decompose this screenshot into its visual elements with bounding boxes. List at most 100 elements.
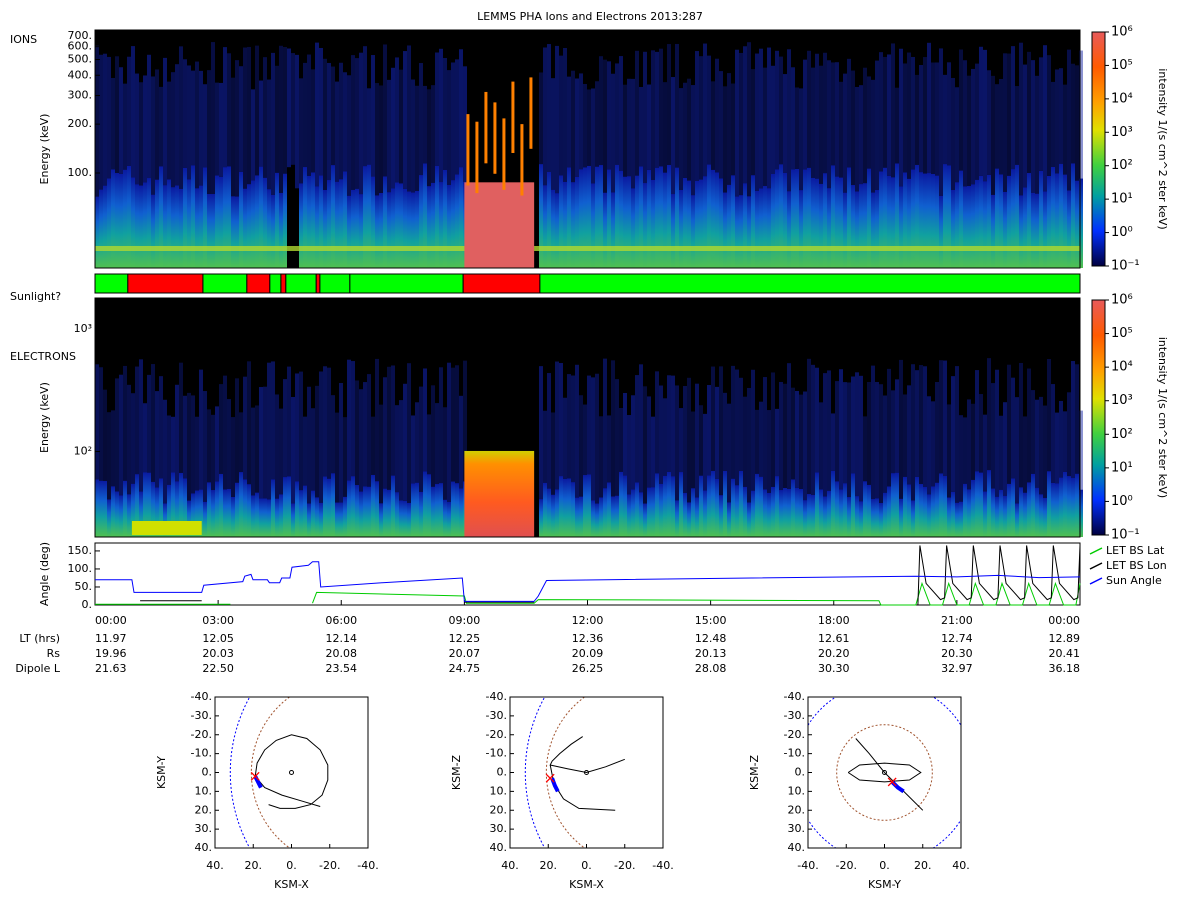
spectrogram-band <box>603 192 607 268</box>
spectrogram-speckle <box>451 367 455 482</box>
legend-swatch <box>1089 547 1103 555</box>
spectrogram-speckle <box>579 395 583 497</box>
spectrogram-speckle <box>263 386 267 499</box>
spectrogram-band <box>339 502 343 537</box>
spectrogram-band <box>659 483 663 537</box>
spectrogram-band <box>391 475 395 537</box>
spectrogram-band <box>363 486 367 537</box>
spectrogram-band <box>299 183 303 268</box>
spectrogram-band <box>911 169 915 268</box>
spectrogram-speckle <box>203 84 207 168</box>
spectrogram-speckle <box>1007 364 1011 484</box>
spectrogram-band <box>1019 195 1023 268</box>
spectrogram-band <box>887 486 891 537</box>
spectrogram-band <box>191 493 195 537</box>
spectrogram-band <box>751 490 755 537</box>
spectrogram-speckle <box>203 391 207 502</box>
spectrogram-band <box>243 479 247 537</box>
spectrogram-speckle <box>107 412 111 500</box>
y-tick-label: -10. <box>784 747 805 760</box>
spectrogram-speckle <box>807 50 811 168</box>
spectrogram-speckle <box>251 89 255 181</box>
spectrogram-band <box>795 487 799 537</box>
spectrogram-band <box>883 492 887 537</box>
spectrogram-band <box>195 490 199 537</box>
spectrogram-speckle <box>651 416 655 488</box>
spectrogram-speckle <box>171 72 175 188</box>
spectrogram-speckle <box>799 88 803 191</box>
spectrogram-band <box>703 490 707 537</box>
spectrogram-speckle <box>991 75 995 195</box>
spectrogram-speckle <box>959 49 963 171</box>
spectrogram-speckle <box>927 396 931 495</box>
spectrogram-speckle <box>371 55 375 177</box>
spectrogram-band <box>1079 489 1083 537</box>
spectrogram-speckle <box>539 366 543 500</box>
spectrogram-speckle <box>911 56 915 170</box>
spectrogram-speckle <box>1039 57 1043 171</box>
spectrogram-band <box>819 183 823 268</box>
spectrogram-band <box>847 167 851 268</box>
spectrogram-band <box>203 501 207 537</box>
spectrogram-speckle <box>387 79 391 193</box>
spectrogram-speckle <box>347 75 351 196</box>
spectrogram-band <box>931 486 935 537</box>
spectrogram-speckle <box>1023 416 1027 493</box>
spectrogram-band <box>579 169 583 268</box>
spectrogram-band <box>187 179 191 268</box>
spectrogram-speckle <box>939 360 943 474</box>
spectrogram-speckle <box>415 402 419 483</box>
spectrogram-speckle <box>151 364 155 482</box>
spectrogram-band <box>667 164 671 268</box>
spectrogram-speckle <box>835 62 839 177</box>
spectrogram-speckle <box>419 386 423 492</box>
spectrogram-band <box>635 482 639 537</box>
spectrogram-speckle <box>139 82 143 186</box>
spectrogram-speckle <box>603 59 607 193</box>
spectrogram-speckle <box>647 396 651 488</box>
spectrogram-band <box>159 166 163 268</box>
y-axis-label: Energy (keV) <box>38 382 51 453</box>
sunlight-segment <box>94 273 129 294</box>
spectrogram-band <box>427 474 431 537</box>
spectrogram-speckle <box>299 78 303 184</box>
spectrogram-band <box>95 196 99 268</box>
spectrogram-speckle <box>599 416 603 498</box>
spectrogram-band <box>1015 503 1019 537</box>
spectrogram-band <box>235 196 239 268</box>
spectrogram-speckle <box>575 364 579 498</box>
spectrogram-speckle <box>443 407 447 500</box>
spectrogram-speckle <box>163 57 167 186</box>
spectrogram-speckle <box>779 56 783 165</box>
spectrogram-band <box>967 186 971 268</box>
sunlight-segment <box>202 273 248 294</box>
spectrogram-speckle <box>119 67 123 174</box>
spectrogram-band <box>1015 164 1019 268</box>
spectrogram-speckle <box>691 411 695 489</box>
spectrogram-band <box>995 496 999 537</box>
spectrogram-band <box>731 175 735 268</box>
spectrogram-speckle <box>151 76 155 195</box>
spectrogram-band <box>423 163 427 268</box>
spectrogram-speckle <box>591 377 595 501</box>
spectrogram-band <box>927 173 931 268</box>
spectrogram-band <box>551 494 555 537</box>
spectrogram-speckle <box>1043 405 1047 498</box>
spectrogram-band <box>611 496 615 537</box>
spectrogram-band <box>579 496 583 537</box>
spectrogram-speckle <box>875 381 879 499</box>
spectrogram-speckle <box>747 387 751 503</box>
y-tick-label: 10. <box>490 784 508 797</box>
spectrogram-speckle <box>895 87 899 164</box>
spectrogram-speckle <box>171 416 175 473</box>
spectrogram-band <box>787 488 791 537</box>
spectrogram-band <box>587 165 591 268</box>
sunlight-segment <box>319 273 351 294</box>
spectrogram-speckle <box>439 367 443 484</box>
spectrogram-speckle <box>123 83 127 170</box>
spectrogram-band <box>747 196 751 268</box>
spectrogram-speckle <box>463 66 467 183</box>
spectrogram-speckle <box>647 84 651 170</box>
spectrogram-band <box>839 177 843 268</box>
